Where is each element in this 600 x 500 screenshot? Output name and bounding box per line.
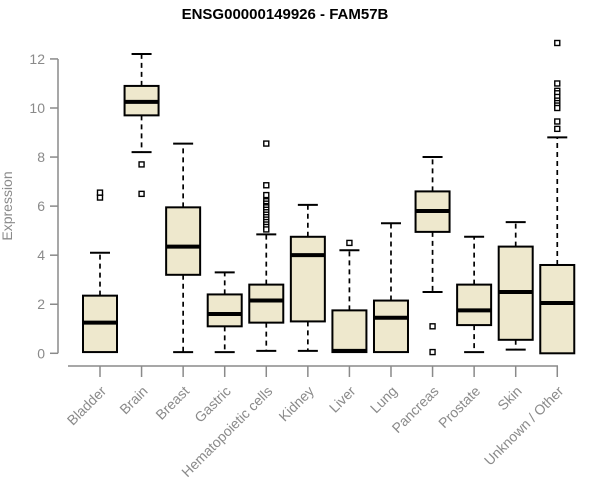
boxplot-pancreas [414, 156, 451, 356]
outlier-point [96, 189, 104, 196]
x-tick-label-brain: Brain [116, 383, 150, 417]
x-tick-label-lung: Lung [367, 383, 400, 416]
iqr-box [289, 235, 326, 323]
y-axis-label: Expression [0, 171, 15, 240]
outlier-point [429, 348, 436, 356]
boxplot-kidney [289, 203, 326, 352]
plot-area: 0 2 4 6 8 10 12 Bladder Brain BreastGastricHemato… [29, 39, 576, 480]
iqr-box [331, 309, 368, 354]
outlier-point [263, 191, 270, 199]
y-tick-label: 6 [37, 198, 45, 214]
boxplot-bladder [82, 189, 118, 354]
x-tick-label-liver: Liver [326, 383, 359, 416]
y-tick-label: 0 [37, 345, 45, 361]
iqr-box [248, 283, 285, 324]
x-tick-label-skin: Skin [494, 383, 525, 414]
boxplot-prostate [456, 235, 493, 354]
boxplot-unknown-other [539, 39, 576, 355]
iqr-box [372, 299, 409, 354]
y-tick-label: 10 [29, 100, 45, 116]
y-tick-label: 12 [29, 51, 45, 67]
boxplot-liver [331, 239, 368, 354]
boxplot-skin [497, 221, 534, 351]
boxplot-brain [123, 53, 160, 198]
x-tick-label-prostate: Prostate [435, 383, 483, 431]
x-tick-label-kidney: Kidney [275, 383, 317, 425]
y-tick-label: 8 [37, 149, 45, 165]
iqr-box [456, 283, 493, 327]
iqr-box [206, 293, 243, 328]
y-tick-label: 4 [37, 247, 45, 263]
outlier-point [554, 118, 561, 125]
y-axis: 0 2 4 6 8 10 12 [29, 51, 59, 361]
boxplot-breast [165, 142, 202, 354]
outlier-point [263, 140, 270, 147]
x-tick-label-bladder: Bladder [64, 383, 110, 429]
chart-title: ENSG00000149926 - FAM57B [182, 6, 389, 23]
boxplot-lung [372, 222, 409, 354]
outlier-point [263, 226, 270, 233]
boxplot-gastric [206, 271, 243, 354]
iqr-box [539, 263, 576, 355]
boxplot-hematopoietic-cells [248, 140, 285, 352]
y-tick-label: 2 [37, 296, 45, 312]
outlier-point [263, 182, 270, 189]
iqr-box [165, 206, 202, 276]
outlier-point [554, 39, 561, 47]
outlier-point [346, 239, 353, 247]
outlier-point [138, 161, 145, 168]
outlier-point [554, 80, 561, 87]
outlier-point [554, 125, 561, 133]
outlier-point [138, 190, 145, 198]
outlier-point [429, 323, 436, 330]
outlier-point [554, 104, 561, 112]
x-tick-label-unknown-other: Unknown / Other [481, 383, 567, 469]
x-tick-label-breast: Breast [152, 383, 192, 423]
